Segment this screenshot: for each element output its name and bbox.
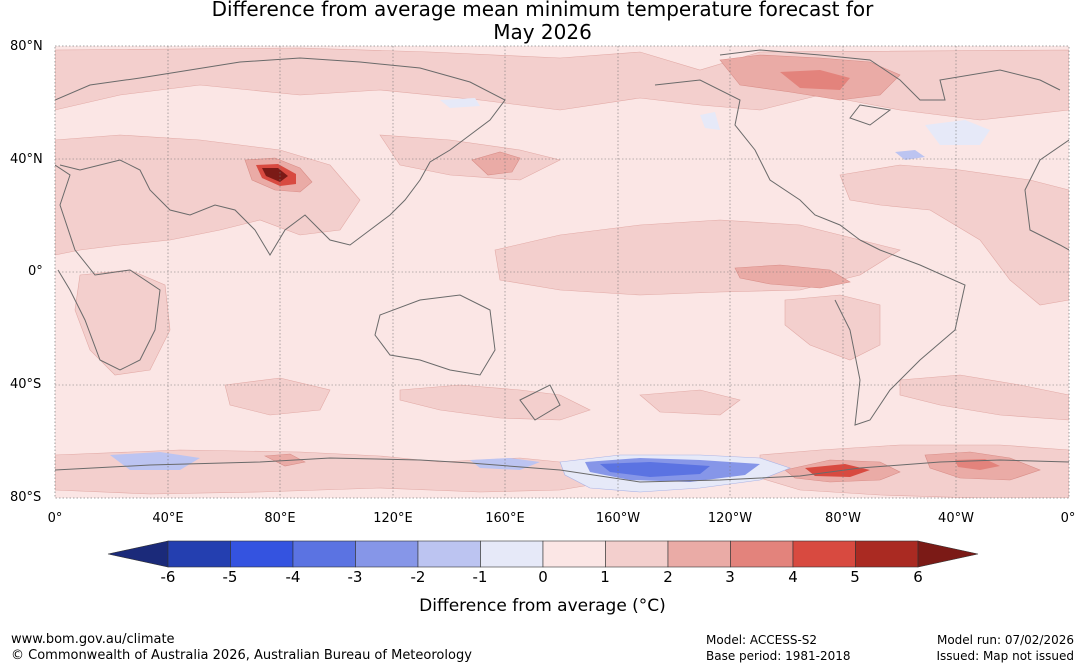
colorbar-tick: -6 — [160, 568, 176, 586]
lon-label-0: 0° — [47, 511, 63, 526]
colorbar-extend-high — [917, 540, 979, 568]
colorbar-segment — [292, 540, 356, 568]
colorbar-segment — [480, 540, 544, 568]
lat-label-40s: 40°S — [10, 377, 42, 392]
map-title-line-1: Difference from average mean minimum tem… — [211, 0, 874, 21]
colorbar-tick: 1 — [600, 568, 610, 586]
lat-label-80s: 80°S — [10, 490, 42, 505]
colorbar-tick: 0 — [538, 568, 548, 586]
colorbar-segment — [730, 540, 794, 568]
colorbar-tick: -2 — [410, 568, 426, 586]
colorbar-segment — [355, 540, 419, 568]
lon-label-120w: 120°W — [707, 511, 753, 526]
colorbar-label: Difference from average (°C) — [419, 596, 666, 616]
footer-model: Model: ACCESS-S2 — [706, 633, 818, 647]
lon-label-160e: 160°E — [485, 511, 525, 526]
lon-label-40w: 40°W — [938, 511, 974, 526]
colorbar-segment — [792, 540, 856, 568]
coastlines — [55, 49, 1069, 483]
lon-label-0-east: 0° — [1060, 511, 1076, 526]
lat-label-40n: 40°N — [10, 152, 43, 167]
colorbar-segment — [230, 540, 294, 568]
anomaly-1-to-2-region — [55, 47, 1069, 498]
colorbar-segment — [855, 540, 919, 568]
lon-label-40e: 40°E — [152, 511, 184, 526]
colorbar-tick: -4 — [285, 568, 301, 586]
colorbar-segment — [167, 540, 231, 568]
colorbar-tick: 2 — [663, 568, 673, 586]
colorbar-segment — [417, 540, 481, 568]
map-title-line-2: May 2026 — [493, 20, 592, 44]
graticule — [55, 46, 1069, 498]
colorbar-segment — [605, 540, 669, 568]
colorbar-tick: 5 — [850, 568, 860, 586]
colorbar-tick: -3 — [347, 568, 363, 586]
lon-label-160w: 160°W — [595, 511, 641, 526]
colorbar-tick: -1 — [472, 568, 488, 586]
colorbar-segment — [542, 540, 606, 568]
footer-url: www.bom.gov.au/climate — [11, 632, 175, 647]
lon-label-80e: 80°E — [264, 511, 296, 526]
footer-model-run: Model run: 07/02/2026 — [936, 633, 1074, 647]
anomaly-negative-region — [110, 98, 990, 493]
colorbar-segment — [667, 540, 731, 568]
colorbar-tick: -5 — [222, 568, 238, 586]
footer-copyright: © Commonwealth of Australia 2026, Austra… — [11, 648, 472, 663]
lat-label-80n: 80°N — [10, 39, 43, 54]
lat-label-equator: 0° — [28, 264, 43, 279]
colorbar-tick: 4 — [788, 568, 798, 586]
colorbar-tick: 6 — [913, 568, 923, 586]
footer-base-period: Base period: 1981-2018 — [706, 649, 851, 663]
lon-label-120e: 120°E — [373, 511, 413, 526]
colorbar-extend-low — [107, 540, 169, 568]
colorbar-tick: 3 — [725, 568, 735, 586]
lon-label-80w: 80°W — [825, 511, 861, 526]
footer-issued: Issued: Map not issued — [936, 649, 1074, 663]
